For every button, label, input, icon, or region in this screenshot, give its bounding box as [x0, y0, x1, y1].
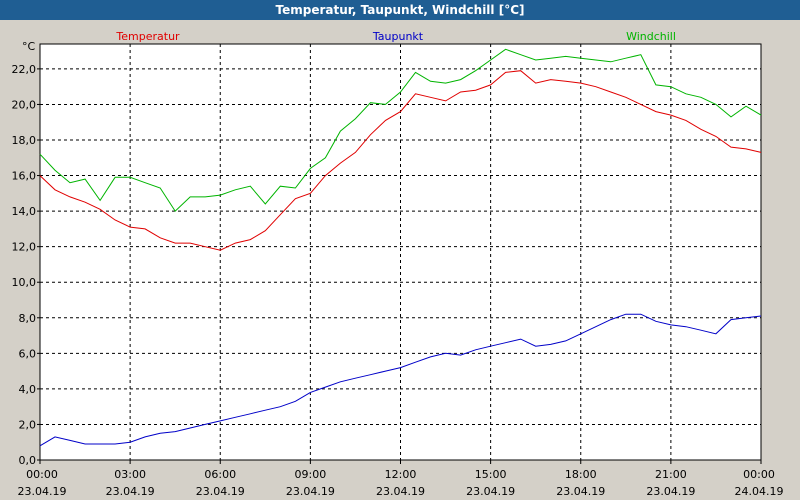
grid-lines [40, 44, 761, 460]
x-tick-date: 23.04.19 [286, 485, 335, 498]
y-tick-label: 4,0 [19, 383, 37, 396]
series-line-temperatur [39, 70, 762, 251]
legend-temperatur: Temperatur [115, 30, 180, 43]
plot-area [39, 43, 762, 461]
chart-canvas: 0,0 2,0 4,0 6,0 8,0 10,0 12,0 14,0 16,0 18,0 20,0 2… [12, 30, 784, 498]
window-title: Temperatur, Taupunkt, Windchill [°C] [0, 0, 800, 20]
x-tick-time: 15:00 [475, 468, 507, 481]
y-tick-label: 2,0 [19, 418, 37, 431]
x-tick-date: 23.04.19 [18, 485, 67, 498]
x-tick-time: 06:00 [204, 468, 236, 481]
x-tick-date: 23.04.19 [196, 485, 245, 498]
series-lines [39, 48, 762, 447]
x-tick-date: 23.04.19 [646, 485, 695, 498]
x-tick-time: 21:00 [655, 468, 687, 481]
y-tick-label: 0,0 [19, 454, 37, 467]
x-tick-time: 00:00 [743, 468, 775, 481]
y-tick-label: 18,0 [12, 134, 37, 147]
y-axis-ticks: 0,0 2,0 4,0 6,0 8,0 10,0 12,0 14,0 16,0 18,0 20,0 2… [12, 63, 40, 467]
x-tick-date: 23.04.19 [556, 485, 605, 498]
y-tick-label: 16,0 [12, 170, 37, 183]
x-tick-time: 18:00 [565, 468, 597, 481]
x-tick-date: 23.04.19 [466, 485, 515, 498]
legend-windchill: Windchill [626, 30, 676, 43]
y-tick-label: 8,0 [19, 312, 37, 325]
y-tick-label: 10,0 [12, 276, 37, 289]
x-axis-ticks: 00:00 23.04.19 03:00 23.04.19 06:00 23.04.19 0… [18, 460, 784, 498]
y-tick-label: 20,0 [12, 98, 37, 111]
legend: Temperatur Taupunkt Windchill [115, 30, 676, 43]
x-tick-date: 23.04.19 [106, 485, 155, 498]
x-tick-time: 03:00 [114, 468, 146, 481]
series-line-windchill [39, 48, 762, 212]
y-unit-label: °C [22, 40, 36, 53]
x-tick-date: 24.04.19 [735, 485, 784, 498]
y-tick-label: 12,0 [12, 241, 37, 254]
y-tick-label: 14,0 [12, 205, 37, 218]
legend-taupunkt: Taupunkt [372, 30, 424, 43]
x-tick-date: 23.04.19 [376, 485, 425, 498]
y-tick-label: 22,0 [12, 63, 37, 76]
series-line-taupunkt [39, 313, 762, 447]
x-tick-time: 09:00 [295, 468, 327, 481]
y-tick-label: 6,0 [19, 347, 37, 360]
x-tick-time: 00:00 [26, 468, 58, 481]
x-tick-time: 12:00 [385, 468, 417, 481]
